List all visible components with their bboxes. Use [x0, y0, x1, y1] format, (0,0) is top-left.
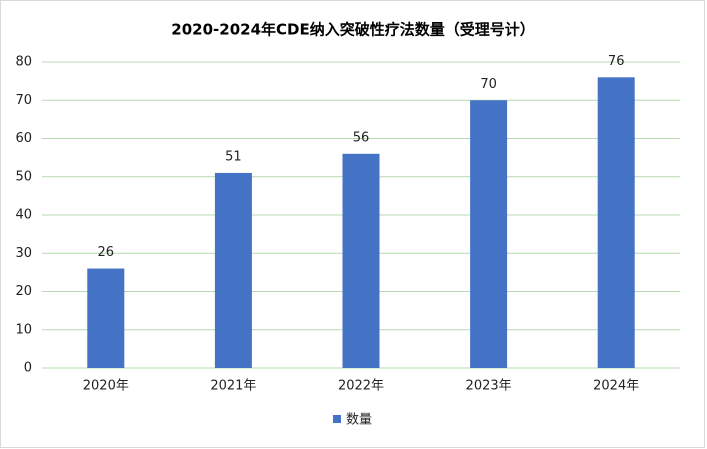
- value-label: 56: [353, 130, 370, 145]
- bar: [470, 100, 508, 368]
- value-label: 51: [225, 149, 242, 164]
- y-tick-label: 0: [24, 361, 32, 376]
- bar: [87, 268, 125, 368]
- y-tick-label: 60: [15, 131, 32, 146]
- x-tick-label: 2023年: [466, 379, 512, 394]
- value-label: 76: [608, 54, 625, 69]
- y-tick-label: 40: [15, 208, 32, 223]
- bar: [214, 172, 252, 368]
- x-tick-label: 2020年: [83, 379, 129, 394]
- value-label: 26: [98, 245, 115, 260]
- chart-title: 2020-2024年CDE纳入突破性疗法数量（受理号计）: [171, 21, 534, 39]
- y-tick-label: 20: [15, 284, 32, 299]
- y-tick-label: 30: [15, 246, 32, 261]
- x-tick-label: 2024年: [593, 379, 639, 394]
- x-tick-label: 2021年: [210, 379, 256, 394]
- y-tick-label: 80: [15, 55, 32, 70]
- legend-label: 数量: [346, 413, 372, 428]
- y-tick-label: 10: [15, 322, 32, 337]
- value-label: 70: [480, 77, 497, 92]
- bar: [597, 77, 635, 369]
- y-tick-label: 70: [15, 93, 32, 108]
- y-tick-label: 50: [15, 169, 32, 184]
- bar: [342, 153, 380, 368]
- legend-swatch: [333, 415, 341, 423]
- x-tick-label: 2022年: [338, 379, 384, 394]
